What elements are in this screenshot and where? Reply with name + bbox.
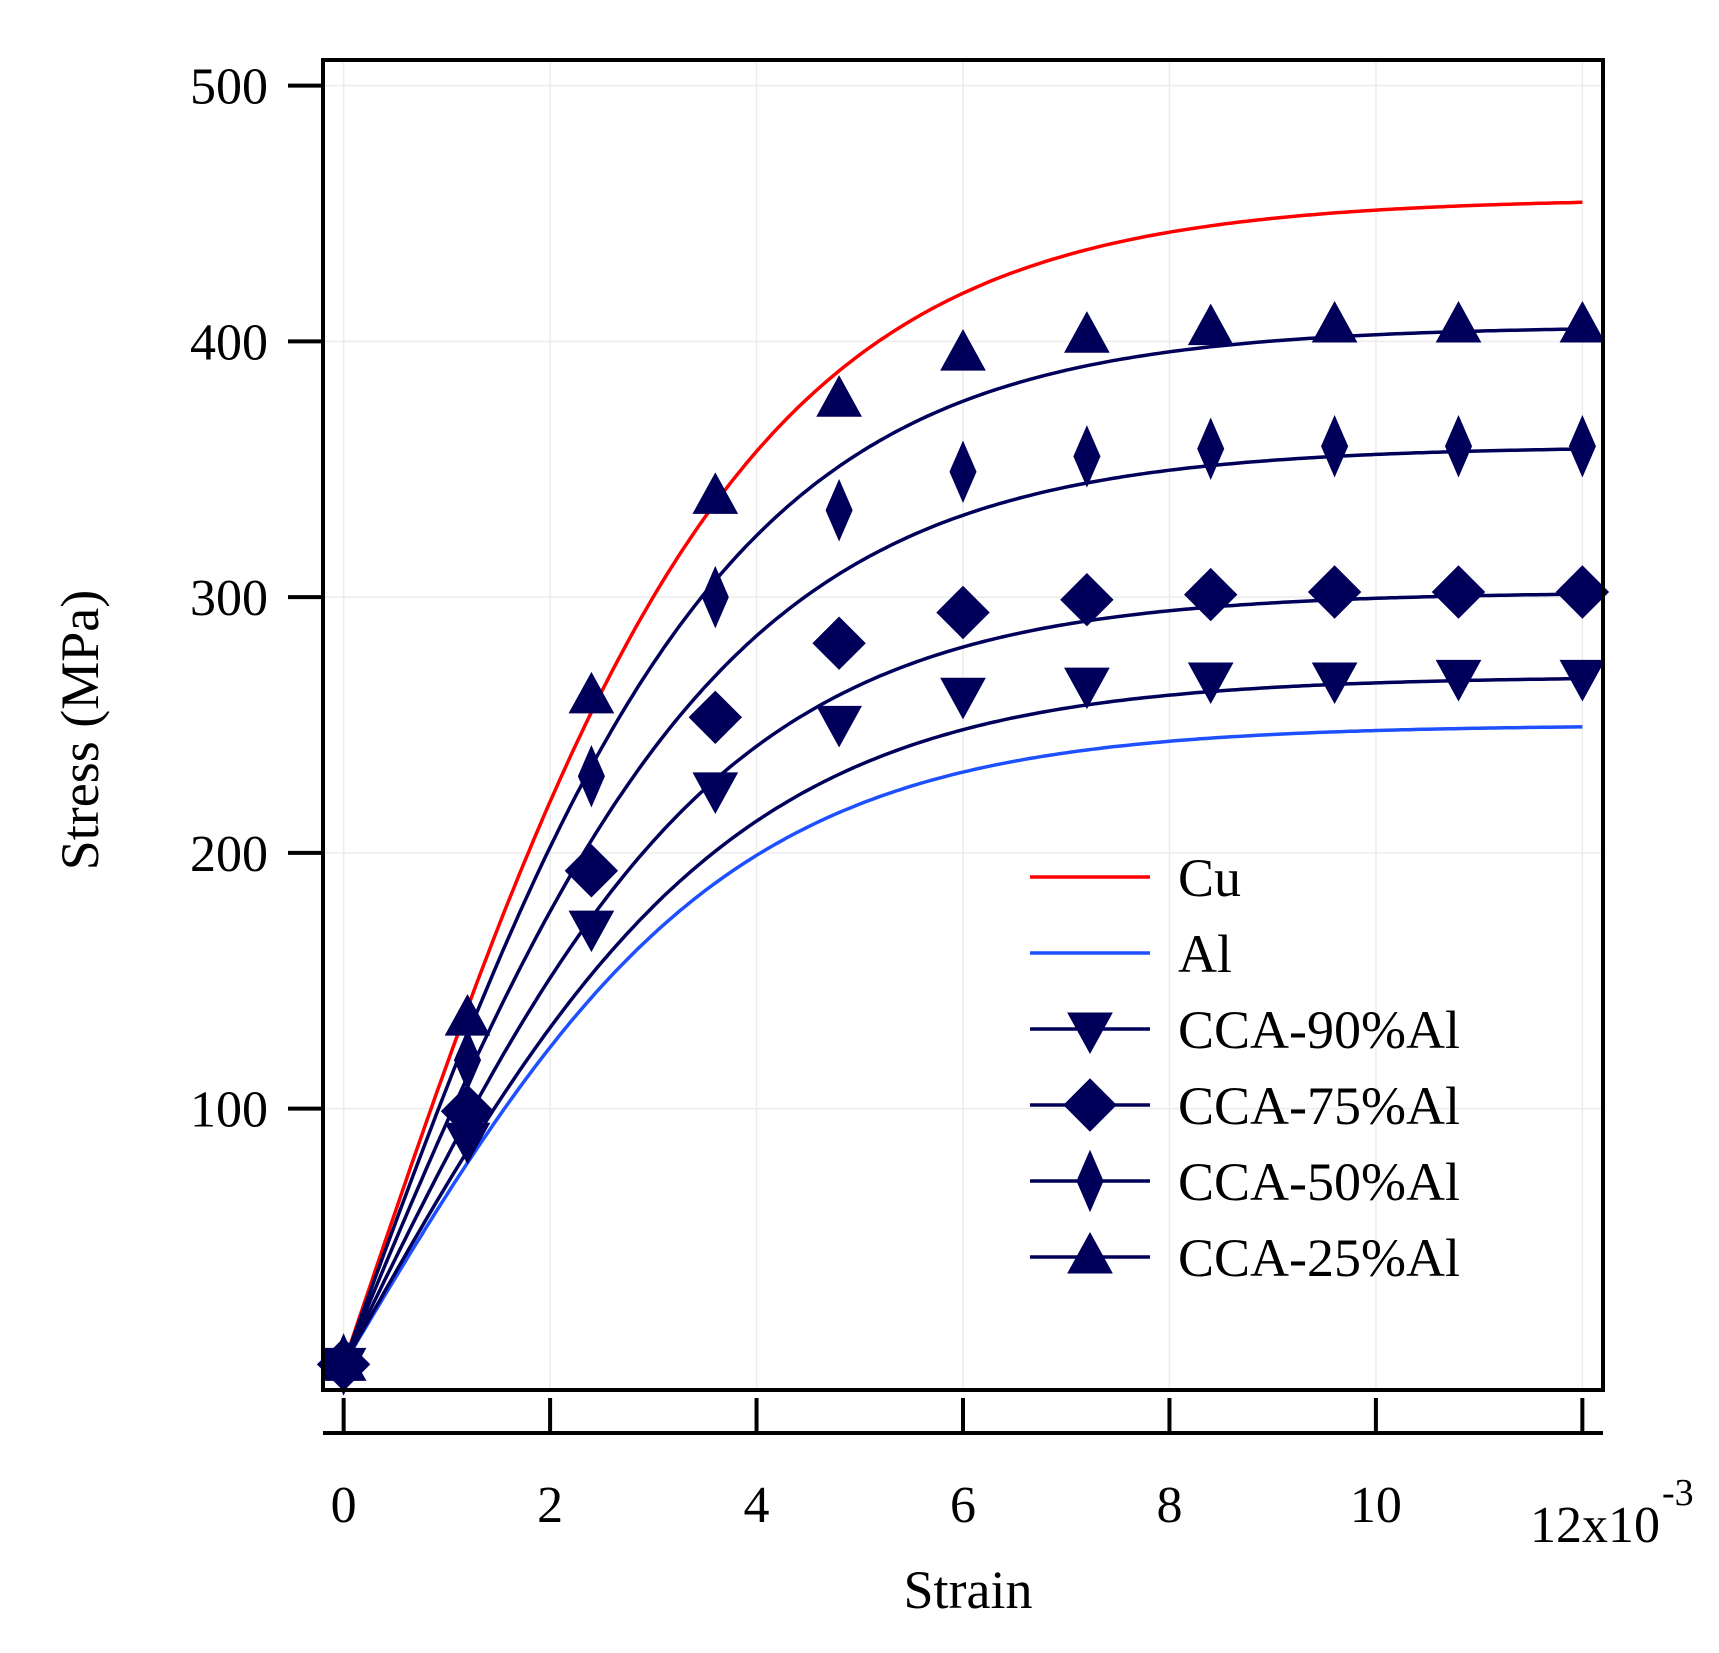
y-tick-label-1: 200 <box>190 826 268 883</box>
marker-CCA-50%Al-5 <box>949 440 977 504</box>
x-tick-label-2: 4 <box>744 1477 770 1534</box>
legend-marker-CCA-25%Al <box>1067 1231 1113 1274</box>
marker-CCA-25%Al-4 <box>816 375 862 417</box>
legend-label-CCA-25%Al: CCA-25%Al <box>1178 1228 1460 1288</box>
y-tick-label-2: 300 <box>190 570 268 627</box>
marker-CCA-75%Al-5 <box>936 585 990 640</box>
marker-CCA-50%Al-9 <box>1444 414 1473 478</box>
marker-CCA-90%Al-8 <box>1311 662 1358 705</box>
marker-CCA-50%Al-10 <box>1568 414 1596 478</box>
x-axis-title: Strain <box>904 1560 1033 1620</box>
y-tick-label-4: 500 <box>190 59 268 116</box>
legend: Cu Al CCA-90%Al CCA-75%Al CCA-50%Al CCA-25%Al <box>1030 848 1460 1288</box>
marker-CCA-75%Al-1 <box>440 1084 495 1138</box>
marker-CCA-25%Al-3 <box>692 472 739 514</box>
marker-CCA-25%Al-7 <box>1187 303 1234 346</box>
marker-CCA-90%Al-4 <box>816 705 862 748</box>
y-axis-title: Stress (MPa) <box>50 590 110 871</box>
legend-label-CCA-90%Al: CCA-90%Al <box>1178 1000 1460 1060</box>
marker-CCA-75%Al-8 <box>1307 565 1362 619</box>
x-scale-exponent: -3 <box>1662 1472 1694 1514</box>
marker-CCA-50%Al-4 <box>825 478 853 542</box>
series-line-CCA-25%Al <box>341 327 1583 1366</box>
series-line-CCA-75%Al <box>342 592 1583 1366</box>
legend-marker-CCA-50%Al <box>1076 1149 1104 1213</box>
legend-label-Cu: Cu <box>1178 848 1241 908</box>
marker-CCA-90%Al-9 <box>1435 659 1482 702</box>
marker-CCA-90%Al-3 <box>692 772 739 814</box>
legend-marker-CCA-75%Al <box>1063 1078 1117 1132</box>
marker-CCA-50%Al-1 <box>453 1028 482 1092</box>
marker-CCA-90%Al-2 <box>568 910 615 953</box>
series-markers <box>316 300 1610 1396</box>
series-line-CCA-90%Al <box>342 676 1583 1366</box>
marker-CCA-50%Al-2 <box>577 744 605 808</box>
marker-CCA-75%Al-9 <box>1431 565 1486 619</box>
x-tick-label-5: 10 <box>1350 1477 1402 1534</box>
series-line-Al <box>342 725 1583 1366</box>
marker-CCA-50%Al-3 <box>701 565 729 629</box>
x-tick-label-4: 8 <box>1156 1477 1182 1534</box>
marker-CCA-75%Al-2 <box>564 844 619 898</box>
axes: 0 2 4 6 8 10 100 200 300 400 500 <box>190 59 1603 1534</box>
marker-CCA-50%Al-8 <box>1321 414 1349 478</box>
marker-CCA-75%Al-6 <box>1060 572 1114 627</box>
series-curves <box>341 200 1583 1366</box>
marker-CCA-75%Al-10 <box>1555 565 1610 619</box>
marker-CCA-25%Al-8 <box>1311 300 1358 343</box>
legend-marker-CCA-90%Al <box>1067 1012 1113 1055</box>
y-tick-label-0: 100 <box>190 1082 268 1139</box>
legend-label-CCA-75%Al: CCA-75%Al <box>1178 1076 1460 1136</box>
marker-CCA-25%Al-1 <box>444 994 491 1036</box>
y-tick-label-3: 400 <box>190 314 268 371</box>
marker-CCA-25%Al-10 <box>1559 300 1606 343</box>
marker-CCA-25%Al-6 <box>1064 311 1110 353</box>
marker-CCA-50%Al-7 <box>1197 417 1225 481</box>
plot-frame <box>321 58 1605 1392</box>
legend-label-Al: Al <box>1178 924 1232 984</box>
marker-CCA-25%Al-9 <box>1435 300 1482 343</box>
legend-label-CCA-50%Al: CCA-50%Al <box>1178 1152 1460 1212</box>
x-scale-multiplier: 12x10 <box>1530 1497 1660 1554</box>
x-tick-label-0: 0 <box>331 1477 357 1534</box>
marker-CCA-75%Al-7 <box>1183 567 1238 622</box>
x-tick-label-3: 6 <box>950 1477 976 1534</box>
marker-CCA-25%Al-0 <box>320 1339 367 1381</box>
marker-CCA-75%Al-3 <box>688 690 743 745</box>
marker-CCA-90%Al-10 <box>1559 659 1606 702</box>
marker-CCA-90%Al-7 <box>1187 662 1234 705</box>
marker-CCA-75%Al-4 <box>812 616 866 670</box>
marker-CCA-90%Al-6 <box>1064 667 1110 710</box>
series-line-CCA-50%Al <box>341 447 1583 1366</box>
marker-CCA-25%Al-2 <box>568 671 615 714</box>
x-tick-label-1: 2 <box>537 1477 563 1534</box>
series-line-Cu <box>341 200 1583 1365</box>
marker-CCA-50%Al-6 <box>1073 425 1101 488</box>
marker-CCA-25%Al-5 <box>940 329 986 371</box>
marker-CCA-90%Al-5 <box>940 677 986 720</box>
